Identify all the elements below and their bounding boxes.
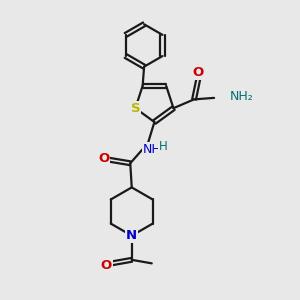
Text: NH₂: NH₂ bbox=[230, 90, 253, 103]
Text: NH: NH bbox=[143, 142, 162, 156]
Text: H: H bbox=[159, 140, 168, 153]
Text: O: O bbox=[193, 66, 204, 80]
Text: S: S bbox=[130, 102, 140, 115]
Text: O: O bbox=[101, 259, 112, 272]
Text: N: N bbox=[126, 229, 137, 242]
Text: O: O bbox=[98, 152, 110, 165]
